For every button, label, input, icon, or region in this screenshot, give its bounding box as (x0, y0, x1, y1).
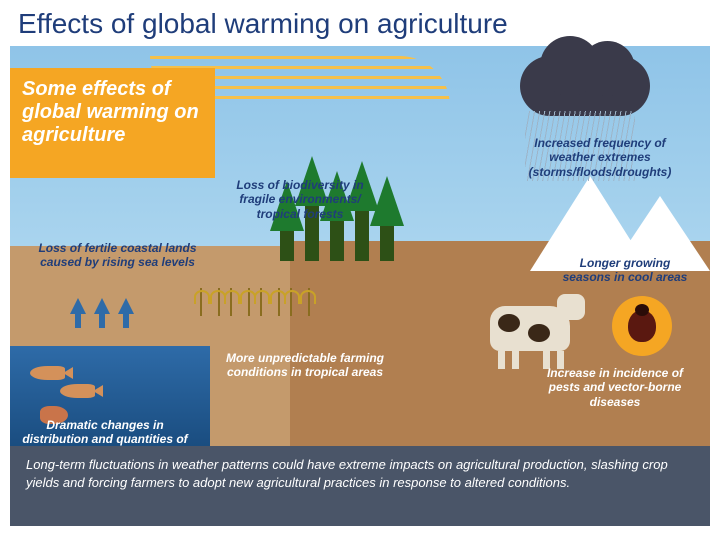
label-tropical: More unpredictable farming conditions in… (220, 351, 390, 380)
cow-spot (528, 324, 550, 342)
cow-leg (498, 351, 505, 369)
cow-icon (490, 306, 570, 351)
up-arrow-icon (94, 298, 110, 314)
crop-icon (200, 288, 220, 316)
beetle-icon (628, 310, 656, 342)
crop-icon (290, 288, 310, 316)
infographic-footer: Long-term fluctuations in weather patter… (10, 446, 710, 526)
label-pests: Increase in incidence of pests and vecto… (530, 366, 700, 409)
tree-icon (380, 211, 394, 261)
cow-spot (498, 314, 520, 332)
pest-badge (612, 296, 672, 356)
cow-leg (512, 351, 519, 369)
crop-icon (230, 288, 250, 316)
fish-icon (30, 366, 65, 380)
up-arrow-icon (70, 298, 86, 314)
infographic-canvas: Some effects of global warming on agricu… (10, 46, 710, 526)
label-biodiversity: Loss of biodiversity in fragile environm… (220, 178, 380, 221)
tree-icon (280, 216, 294, 261)
fish-icon (60, 384, 95, 398)
label-weather: Increased frequency of weather extremes … (510, 136, 690, 179)
storm-cloud-icon (520, 56, 650, 116)
label-coastal: Loss of fertile coastal lands caused by … (35, 241, 200, 270)
sea-level-arrows (70, 298, 134, 314)
infographic-title-box: Some effects of global warming on agricu… (10, 68, 215, 178)
crops-icon (200, 276, 320, 316)
crop-icon (260, 288, 280, 316)
slide-title: Effects of global warming on agriculture (0, 0, 720, 46)
up-arrow-icon (118, 298, 134, 314)
label-seasons: Longer growing seasons in cool areas (555, 256, 695, 285)
